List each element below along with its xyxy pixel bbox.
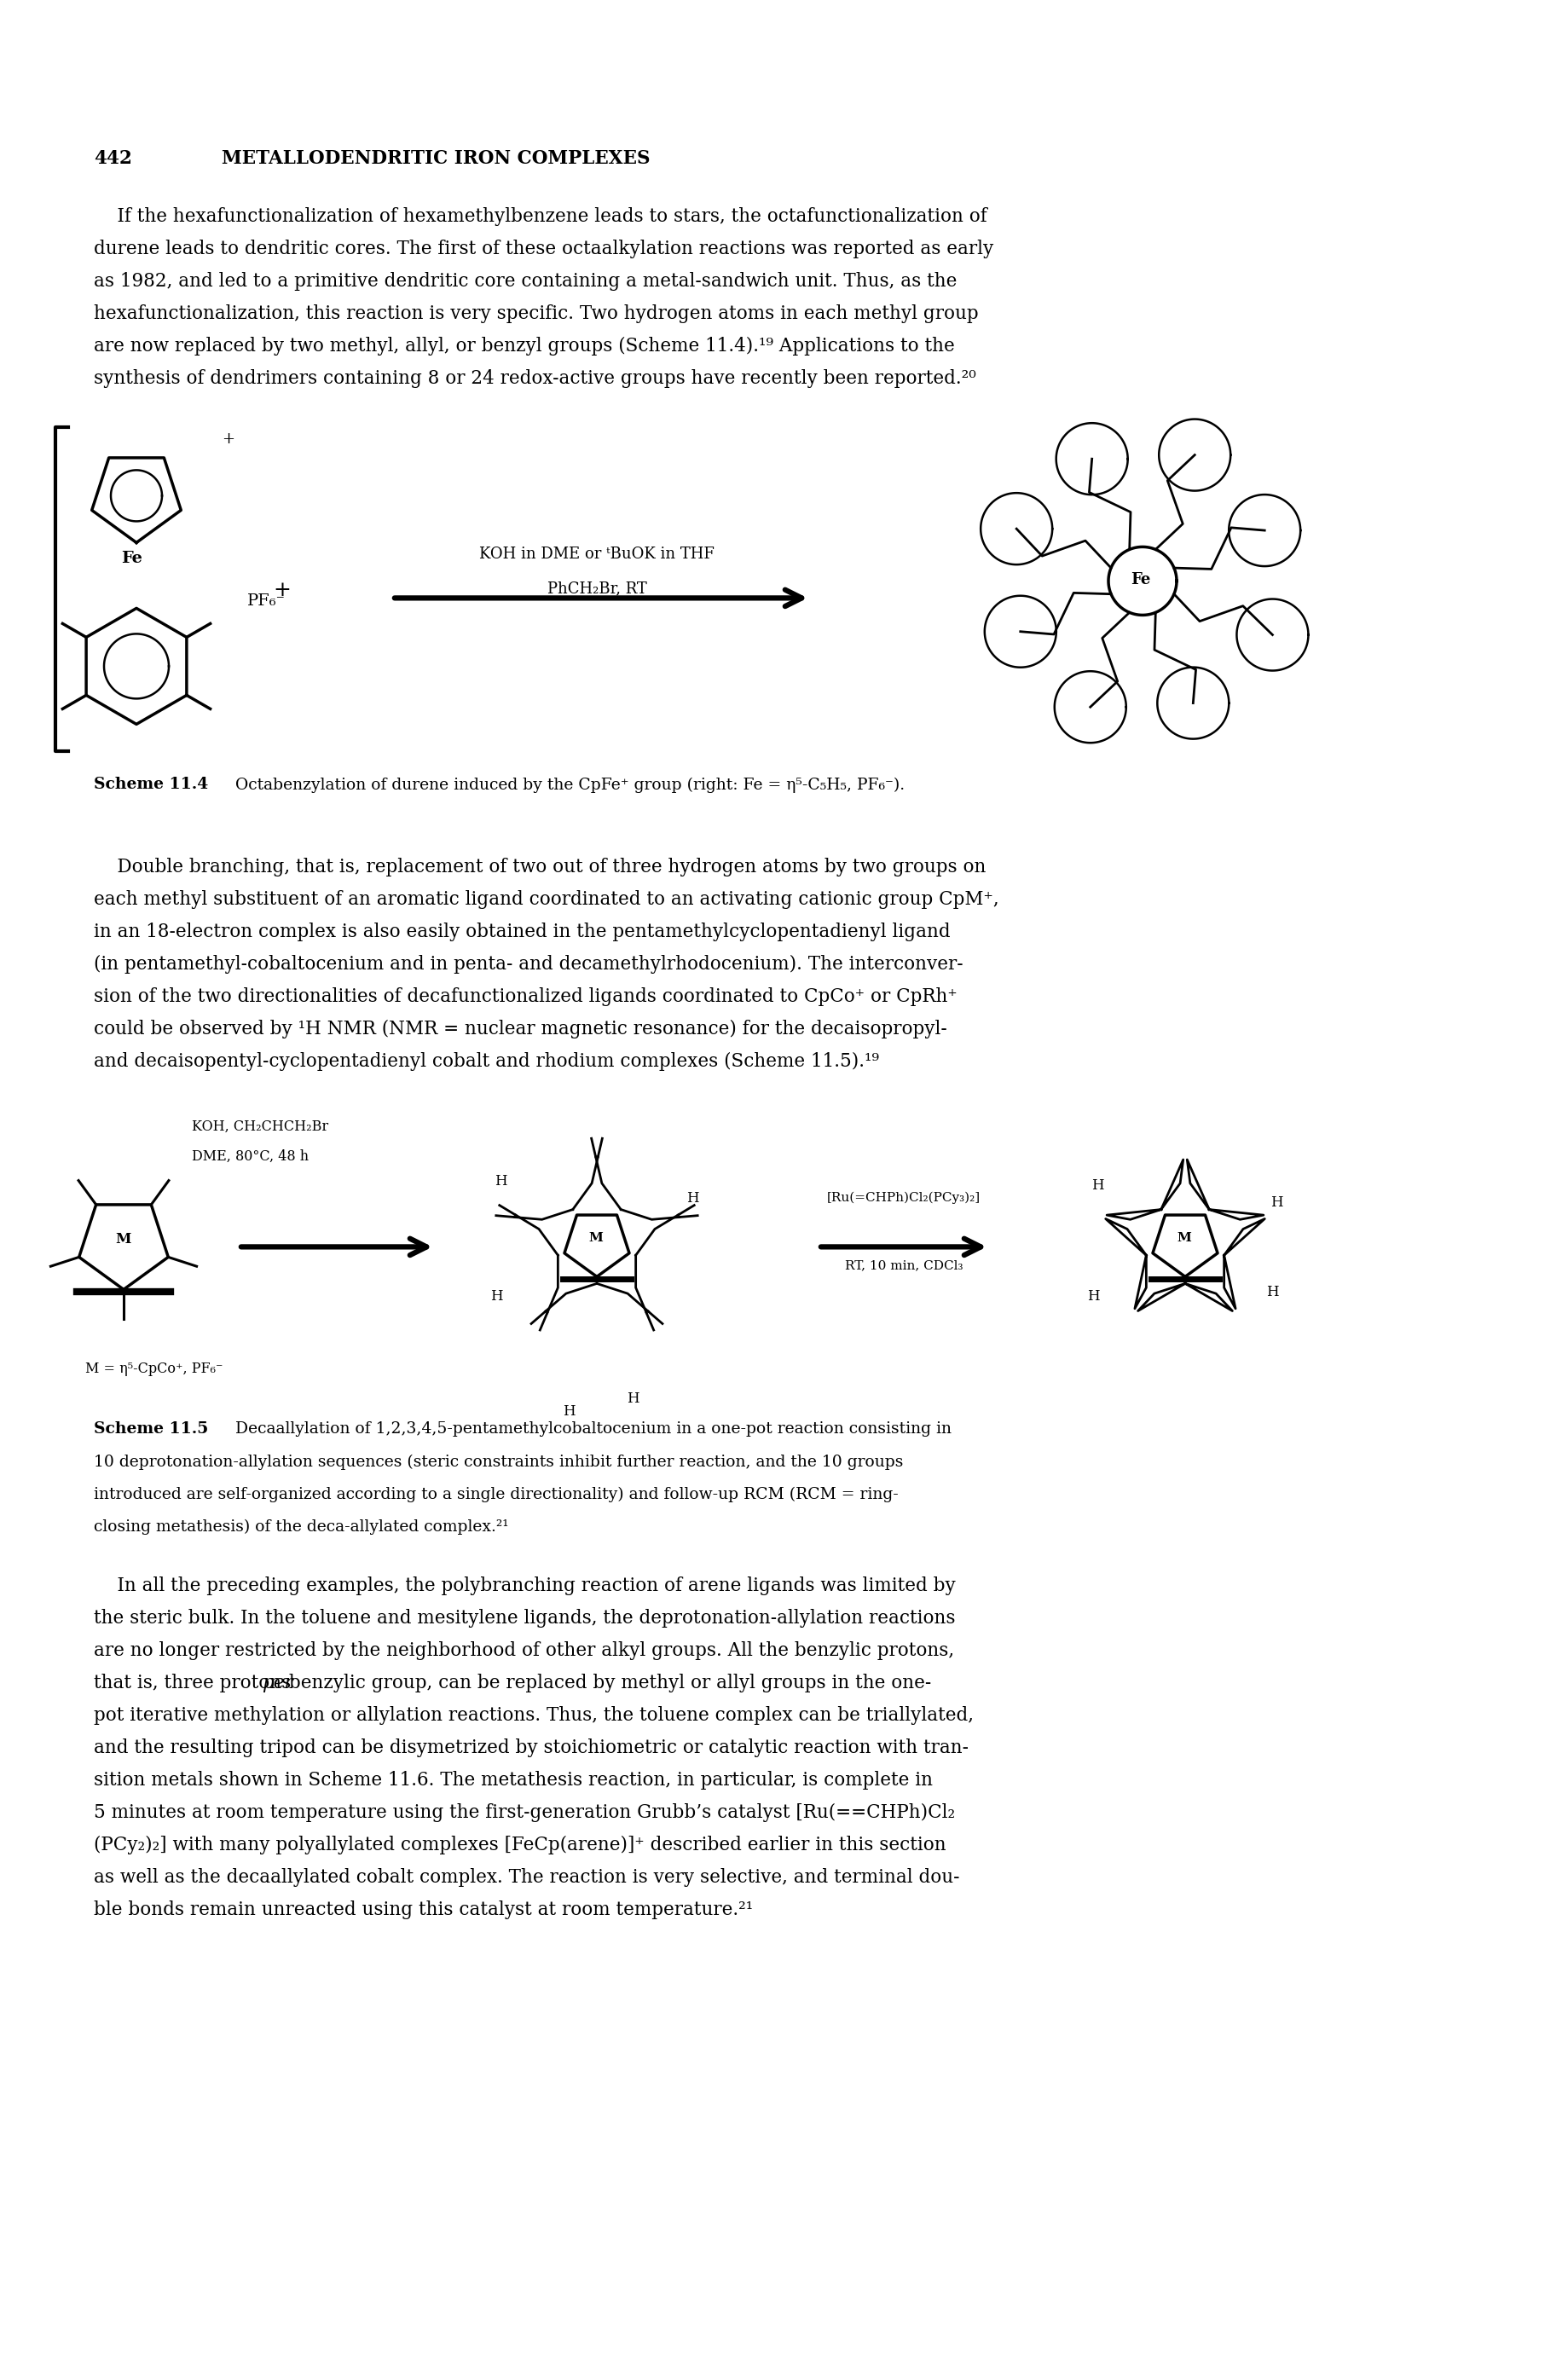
Text: M = η⁵-CpCo⁺, PF₆⁻: M = η⁵-CpCo⁺, PF₆⁻: [85, 1363, 223, 1377]
Text: are now replaced by two methyl, allyl, or benzyl groups (Scheme 11.4).¹⁹ Applica: are now replaced by two methyl, allyl, o…: [94, 336, 955, 355]
Text: introduced are self-organized according to a single directionality) and follow-u: introduced are self-organized according …: [94, 1486, 898, 1502]
Text: H: H: [491, 1289, 503, 1304]
Text: RT, 10 min, CDCl₃: RT, 10 min, CDCl₃: [845, 1259, 963, 1271]
Text: (PCy₂)₂] with many polyallylated complexes [FeCp(arene)]⁺ described earlier in t: (PCy₂)₂] with many polyallylated complex…: [94, 1836, 946, 1855]
Text: +: +: [273, 582, 290, 601]
Text: 442: 442: [94, 149, 132, 168]
Text: M: M: [1176, 1233, 1192, 1245]
Text: the steric bulk. In the toluene and mesitylene ligands, the deprotonation-allyla: the steric bulk. In the toluene and mesi…: [94, 1609, 955, 1628]
Text: as 1982, and led to a primitive dendritic core containing a metal-sandwich unit.: as 1982, and led to a primitive dendriti…: [94, 272, 956, 291]
Text: H: H: [687, 1192, 699, 1207]
Text: PF₆⁻: PF₆⁻: [248, 594, 285, 608]
Text: and the resulting tripod can be disymetrized by stoichiometric or catalytic reac: and the resulting tripod can be disymetr…: [94, 1739, 969, 1758]
Text: Octabenzylation of durene induced by the CpFe⁺ group (right: Fe = η⁵-C₅H₅, PF₆⁻): Octabenzylation of durene induced by the…: [220, 776, 905, 793]
Text: are no longer restricted by the neighborhood of other alkyl groups. All the benz: are no longer restricted by the neighbor…: [94, 1642, 955, 1661]
Text: KOH, CH₂CHCH₂Br: KOH, CH₂CHCH₂Br: [191, 1119, 328, 1133]
Text: KOH in DME or ᵗBuOK in THF: KOH in DME or ᵗBuOK in THF: [480, 547, 715, 563]
Text: 5 minutes at room temperature using the first-generation Grubb’s catalyst [Ru(==: 5 minutes at room temperature using the …: [94, 1803, 955, 1822]
Text: each methyl substituent of an aromatic ligand coordinated to an activating catio: each methyl substituent of an aromatic l…: [94, 890, 999, 909]
Text: H: H: [1091, 1178, 1104, 1192]
Text: synthesis of dendrimers containing 8 or 24 redox-active groups have recently bee: synthesis of dendrimers containing 8 or …: [94, 369, 975, 388]
Text: In all the preceding examples, the polybranching reaction of arene ligands was l: In all the preceding examples, the polyb…: [94, 1576, 955, 1595]
Text: H: H: [494, 1174, 506, 1188]
Text: [Ru(=CHPh)Cl₂(PCy₃)₂]: [Ru(=CHPh)Cl₂(PCy₃)₂]: [826, 1192, 980, 1204]
Text: H: H: [563, 1405, 575, 1420]
Text: +: +: [221, 431, 235, 447]
Text: DME, 80°C, 48 h: DME, 80°C, 48 h: [191, 1150, 309, 1164]
Text: If the hexafunctionalization of hexamethylbenzene leads to stars, the octafuncti: If the hexafunctionalization of hexameth…: [94, 208, 988, 227]
Text: per: per: [262, 1675, 293, 1692]
Text: sion of the two directionalities of decafunctionalized ligands coordinated to Cp: sion of the two directionalities of deca…: [94, 987, 958, 1006]
Text: could be observed by ¹H NMR (NMR = nuclear magnetic resonance) for the decaisopr: could be observed by ¹H NMR (NMR = nucle…: [94, 1020, 947, 1039]
Text: pot iterative methylation or allylation reactions. Thus, the toluene complex can: pot iterative methylation or allylation …: [94, 1706, 974, 1725]
Text: H: H: [1087, 1289, 1099, 1304]
Text: sition metals shown in Scheme 11.6. The metathesis reaction, in particular, is c: sition metals shown in Scheme 11.6. The …: [94, 1772, 933, 1791]
Text: Scheme 11.4: Scheme 11.4: [94, 776, 209, 793]
Text: M: M: [114, 1233, 130, 1247]
Text: PhCH₂Br, RT: PhCH₂Br, RT: [547, 582, 646, 596]
Text: that is, three protons: that is, three protons: [94, 1675, 296, 1692]
Text: durene leads to dendritic cores. The first of these octaalkylation reactions was: durene leads to dendritic cores. The fir…: [94, 239, 994, 258]
Text: 10 deprotonation-allylation sequences (steric constraints inhibit further reacti: 10 deprotonation-allylation sequences (s…: [94, 1455, 903, 1469]
Text: ble bonds remain unreacted using this catalyst at room temperature.²¹: ble bonds remain unreacted using this ca…: [94, 1900, 753, 1919]
Text: as well as the decaallylated cobalt complex. The reaction is very selective, and: as well as the decaallylated cobalt comp…: [94, 1869, 960, 1888]
Text: Fe: Fe: [1131, 573, 1151, 587]
Text: Fe: Fe: [121, 551, 143, 565]
Text: (in pentamethyl-cobaltocenium and in penta- and decamethylrhodocenium). The inte: (in pentamethyl-cobaltocenium and in pen…: [94, 956, 963, 975]
Text: METALLODENDRITIC IRON COMPLEXES: METALLODENDRITIC IRON COMPLEXES: [221, 149, 651, 168]
Text: closing metathesis) of the deca-allylated complex.²¹: closing metathesis) of the deca-allylate…: [94, 1519, 508, 1536]
Text: Scheme 11.5: Scheme 11.5: [94, 1422, 209, 1436]
Text: hexafunctionalization, this reaction is very specific. Two hydrogen atoms in eac: hexafunctionalization, this reaction is …: [94, 305, 978, 324]
Text: H: H: [1270, 1195, 1283, 1209]
Text: H: H: [1267, 1285, 1278, 1299]
Text: Decaallylation of 1,2,3,4,5-pentamethylcobaltocenium in a one-pot reaction consi: Decaallylation of 1,2,3,4,5-pentamethylc…: [220, 1422, 952, 1436]
Text: in an 18-electron complex is also easily obtained in the pentamethylcyclopentadi: in an 18-electron complex is also easily…: [94, 923, 950, 942]
Text: Double branching, that is, replacement of two out of three hydrogen atoms by two: Double branching, that is, replacement o…: [94, 859, 986, 878]
Text: and decaisopentyl-cyclopentadienyl cobalt and rhodium complexes (Scheme 11.5).¹⁹: and decaisopentyl-cyclopentadienyl cobal…: [94, 1053, 880, 1072]
Text: H: H: [627, 1391, 640, 1405]
Text: benzylic group, can be replaced by methyl or allyl groups in the one-: benzylic group, can be replaced by methy…: [284, 1675, 931, 1692]
Text: M: M: [588, 1233, 602, 1245]
